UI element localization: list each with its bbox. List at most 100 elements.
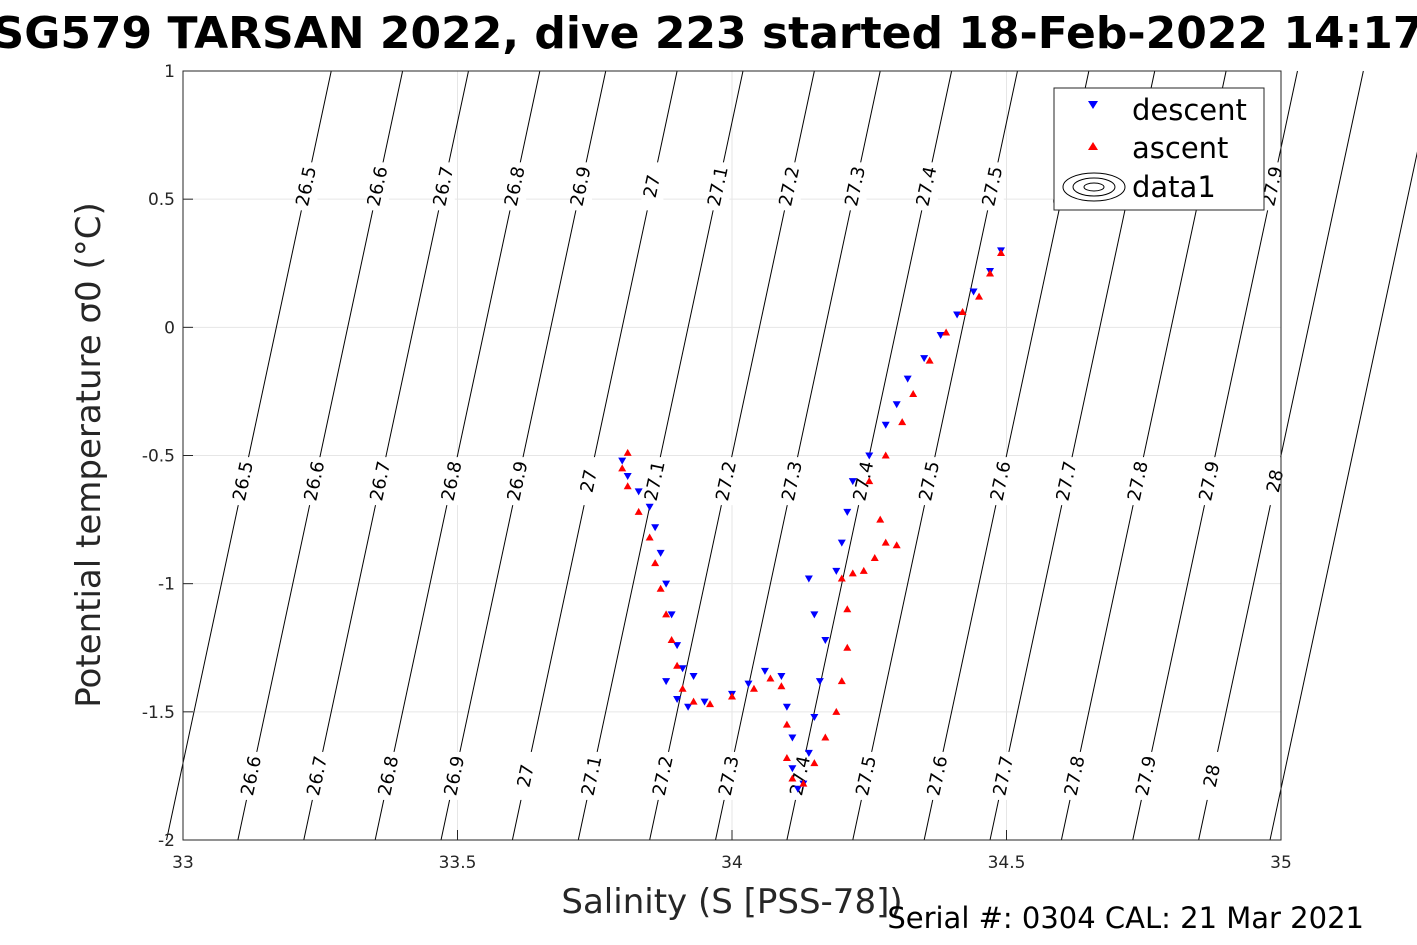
ascent-point bbox=[782, 753, 791, 761]
legend-ascent-label: ascent bbox=[1132, 131, 1228, 165]
contour-label-mask bbox=[306, 751, 329, 800]
contour-label-mask bbox=[240, 751, 263, 800]
contour-label-mask bbox=[1064, 751, 1087, 800]
density-contour: 27 27 27 bbox=[511, 70, 678, 841]
descent-point bbox=[645, 503, 654, 511]
descent-point bbox=[684, 703, 693, 711]
density-contour: 26.726.726.7 bbox=[303, 70, 469, 841]
y-axis: -2 -1.5 -1 -0.5 0 0.5 1 bbox=[142, 62, 193, 851]
descent-point bbox=[804, 749, 813, 757]
ascent-point bbox=[673, 661, 682, 669]
contour-label-mask bbox=[715, 457, 738, 506]
descent-point bbox=[936, 332, 945, 340]
ascent-point bbox=[843, 605, 852, 613]
contour-label-mask bbox=[981, 162, 1004, 211]
descent-point bbox=[788, 734, 797, 742]
ascent-point bbox=[766, 674, 775, 682]
ascent-point bbox=[997, 248, 1006, 256]
descent-point bbox=[810, 713, 819, 721]
ascent-point bbox=[623, 482, 632, 490]
density-contour: 27.527.527.5 bbox=[852, 70, 1018, 841]
ascent-point bbox=[848, 569, 857, 577]
descent-point bbox=[848, 478, 857, 486]
y-tick-label: 0 bbox=[164, 318, 175, 338]
contour-label-mask bbox=[1198, 457, 1221, 506]
descent-point bbox=[656, 549, 665, 557]
descent-point bbox=[788, 765, 797, 773]
ascent-point bbox=[909, 389, 918, 397]
y-tick-label: 0.5 bbox=[148, 190, 175, 210]
x-axis: 33 33.5 34 34.5 35 bbox=[172, 830, 1292, 873]
descent-point bbox=[881, 421, 890, 429]
descent-point bbox=[634, 488, 643, 496]
contour-label: 28 bbox=[1263, 468, 1288, 495]
descent-point bbox=[804, 575, 813, 583]
x-tick-label: 33.5 bbox=[439, 853, 477, 873]
contour-label-mask bbox=[504, 162, 527, 211]
descent-point bbox=[837, 539, 846, 547]
ascent-point bbox=[975, 292, 984, 300]
x-tick-label: 34.5 bbox=[988, 853, 1026, 873]
ascent-point bbox=[749, 684, 758, 692]
contour-label: 27 bbox=[640, 173, 665, 200]
descent-point bbox=[953, 311, 962, 319]
ascent-point bbox=[645, 533, 654, 541]
y-tick-label: -2 bbox=[158, 831, 175, 851]
contour-label-mask bbox=[918, 457, 941, 506]
ascent-point bbox=[810, 759, 819, 767]
density-contour: 26.526.5 bbox=[166, 70, 332, 841]
contour-label-mask bbox=[369, 457, 392, 506]
data-series bbox=[618, 247, 1006, 793]
ascent-point bbox=[623, 448, 632, 456]
y-axis-label: Potential temperature σ0 (°C) bbox=[69, 202, 109, 708]
contour-label-mask bbox=[578, 457, 601, 506]
ascent-series bbox=[618, 248, 1006, 787]
contour-label-mask bbox=[443, 751, 466, 800]
descent-point bbox=[744, 680, 753, 688]
descent-point bbox=[793, 785, 802, 793]
ascent-point bbox=[925, 356, 934, 364]
density-contour: 27.327.327.3 bbox=[715, 70, 881, 841]
descent-point bbox=[821, 637, 830, 645]
contour-label-mask bbox=[644, 457, 667, 506]
ascent-point bbox=[651, 559, 660, 567]
ascent-point bbox=[782, 720, 791, 728]
descent-point bbox=[678, 665, 687, 673]
contour-label-mask bbox=[852, 457, 875, 506]
ascent-point bbox=[881, 538, 890, 546]
y-tick-label: -0.5 bbox=[142, 447, 175, 467]
ascent-point bbox=[898, 418, 907, 426]
density-contour: 27.227.227.2 bbox=[649, 70, 815, 841]
descent-point bbox=[892, 401, 901, 409]
density-contour: 26.826.826.8 bbox=[374, 70, 541, 841]
contour-label-mask bbox=[232, 457, 255, 506]
contour-line bbox=[1269, 151, 1417, 841]
contour-label-mask bbox=[441, 457, 464, 506]
ascent-point bbox=[678, 684, 687, 692]
legend-data1-label: data1 bbox=[1132, 170, 1216, 204]
contour-label-mask bbox=[652, 751, 675, 800]
descent-point bbox=[843, 508, 852, 516]
y-tick-label: -1 bbox=[158, 575, 175, 595]
contour-label-mask bbox=[432, 162, 455, 211]
contour-label-mask bbox=[1135, 751, 1158, 800]
contour-label-mask bbox=[926, 751, 949, 800]
ascent-point bbox=[892, 541, 901, 549]
ascent-point bbox=[843, 643, 852, 651]
density-contour bbox=[1269, 151, 1417, 841]
y-tick-label: -1.5 bbox=[142, 703, 175, 723]
contour-label-mask bbox=[789, 751, 812, 800]
contour-label-mask bbox=[1261, 162, 1284, 211]
contour-label-mask bbox=[581, 751, 604, 800]
ascent-point bbox=[876, 515, 885, 523]
legend-descent-label: descent bbox=[1132, 93, 1247, 127]
ascent-point bbox=[821, 733, 830, 741]
descent-point bbox=[920, 355, 929, 363]
ascent-point bbox=[958, 307, 967, 315]
contour-label-mask bbox=[915, 162, 938, 211]
descent-series bbox=[618, 247, 1006, 793]
descent-point bbox=[667, 611, 676, 619]
descent-point bbox=[618, 457, 627, 465]
descent-point bbox=[815, 678, 824, 686]
